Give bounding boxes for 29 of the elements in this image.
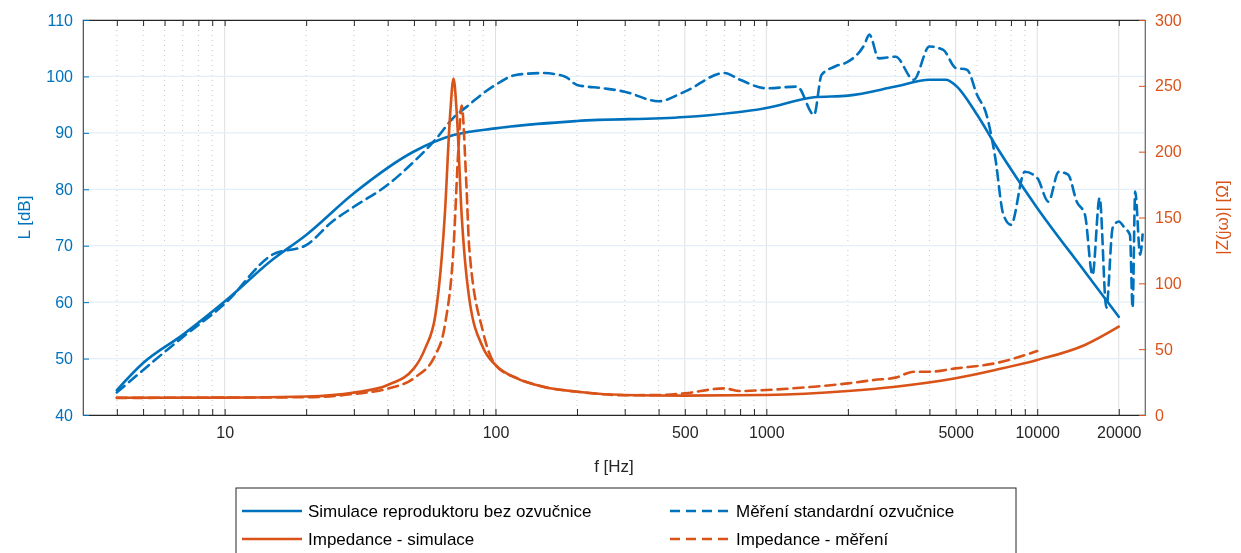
y-axis-title: L [dB] <box>15 195 34 240</box>
y2-tick-label: 250 <box>1155 77 1182 95</box>
y-tick-label: 90 <box>55 124 74 142</box>
x-tick-label: 5000 <box>938 424 975 442</box>
y-tick-label: 60 <box>55 293 74 311</box>
y-tick-label: 80 <box>55 180 74 198</box>
x-tick-label: 1000 <box>749 424 785 442</box>
y-tick-label: 110 <box>47 11 74 29</box>
y2-tick-label: 100 <box>1155 274 1182 292</box>
y-tick-label: 50 <box>55 350 74 368</box>
y2-tick-label: 200 <box>1155 143 1182 161</box>
legend-label: Měření standardní ozvučnice <box>736 502 955 521</box>
legend-label: Simulace reproduktoru bez ozvučnice <box>308 502 592 521</box>
legend-label: Impedance - měření <box>736 530 889 549</box>
y2-axis-title: |Z(jω)| [Ω] <box>1213 180 1232 255</box>
x-tick-label: 100 <box>482 424 510 442</box>
x-tick-label: 10000 <box>1015 424 1061 442</box>
x-axis-title: f [Hz] <box>594 457 634 476</box>
y2-tick-label: 150 <box>1155 209 1182 227</box>
y-tick-label: 40 <box>55 406 74 424</box>
x-tick-label: 10 <box>216 424 235 442</box>
x-tick-label: 500 <box>671 424 699 442</box>
y2-tick-label: 0 <box>1155 406 1164 424</box>
y2-tick-label: 50 <box>1155 340 1173 358</box>
y2-tick-label: 300 <box>1155 11 1182 29</box>
y-tick-label: 70 <box>55 237 74 255</box>
x-tick-label: 20000 <box>1097 424 1142 442</box>
y-tick-label: 100 <box>46 68 74 86</box>
legend-label: Impedance - simulace <box>308 530 475 549</box>
